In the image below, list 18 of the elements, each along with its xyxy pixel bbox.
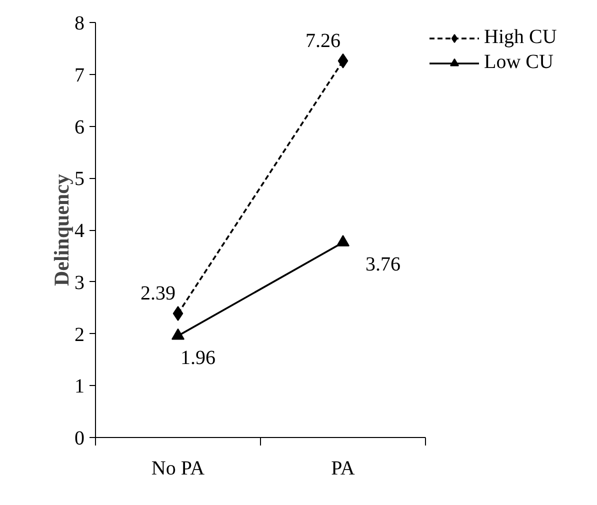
y-tick-label: 1 (74, 376, 84, 398)
legend-label: Low CU (484, 51, 554, 74)
data-label: 1.96 (180, 346, 216, 369)
y-tick-label: 3 (74, 272, 84, 294)
y-tick-label: 7 (74, 64, 84, 86)
data-label: 7.26 (306, 30, 340, 52)
y-tick-label: 8 (74, 12, 84, 34)
x-tick-label: No PA (151, 458, 206, 480)
data-label: 2.39 (140, 282, 176, 305)
y-axis-title: Delinquency (50, 173, 74, 286)
data-label: 3.76 (366, 253, 400, 276)
y-tick-label: 4 (74, 220, 84, 242)
y-tick-label: 0 (74, 428, 84, 450)
y-tick-label: 6 (74, 116, 84, 138)
y-tick-label: 2 (74, 324, 84, 346)
y-tick-label: 5 (74, 168, 84, 190)
x-tick-label: PA (331, 458, 356, 480)
legend-label: High CU (484, 26, 557, 49)
